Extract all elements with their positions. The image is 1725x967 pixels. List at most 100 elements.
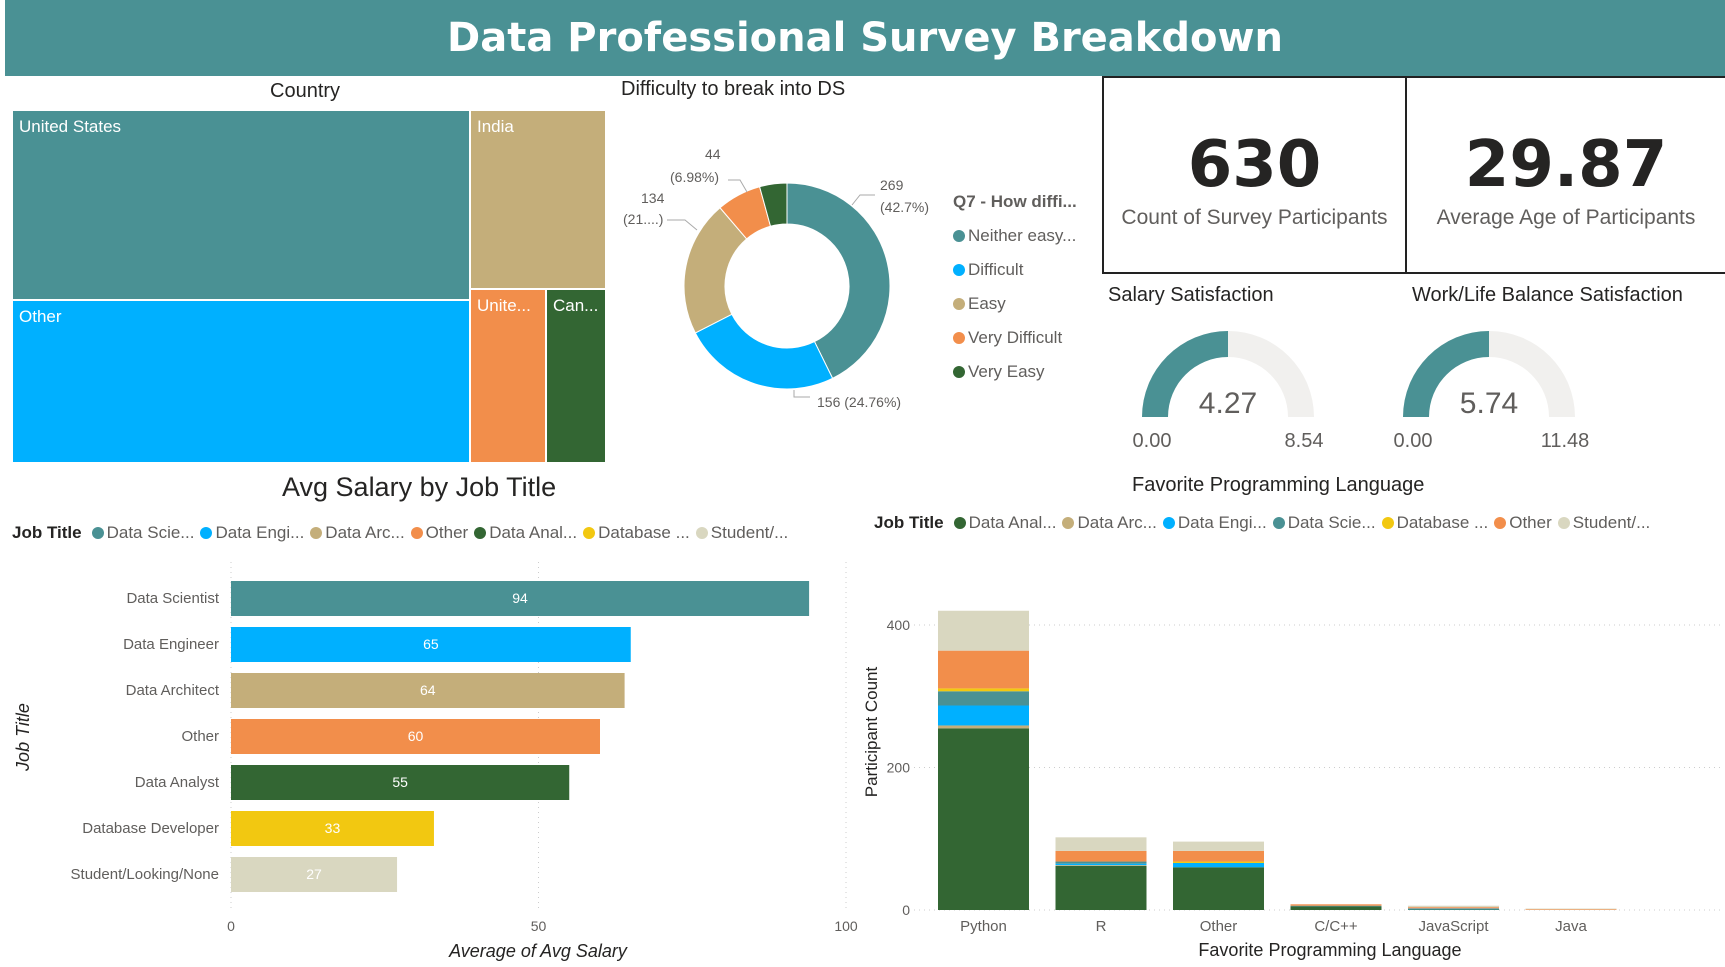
y-tick-label: Data Scientist xyxy=(126,590,219,607)
stacked-segment[interactable] xyxy=(938,691,1029,706)
stacked-segment[interactable] xyxy=(1173,841,1264,851)
stacked-segment[interactable] xyxy=(938,688,1029,692)
legend-item[interactable]: Database ... xyxy=(583,523,690,543)
stacked-segment[interactable] xyxy=(1173,850,1264,862)
donut-data-label: 134 xyxy=(641,190,665,206)
legend-dot-icon xyxy=(953,230,965,242)
bar[interactable] xyxy=(231,581,810,616)
stacked-segment[interactable] xyxy=(1525,908,1617,910)
legend-item[interactable]: Difficult xyxy=(953,253,1077,287)
legend-item[interactable]: Other xyxy=(1494,513,1552,533)
stacked-segment[interactable] xyxy=(1055,850,1147,862)
avg-salary-legend: Job Title Data Scie... Data Engi... Data Ar… xyxy=(12,523,788,543)
kpi-value: 630 xyxy=(1187,128,1322,202)
stacked-segment[interactable] xyxy=(1055,837,1147,851)
legend-label: Very Easy xyxy=(968,362,1045,381)
legend-dot-icon xyxy=(953,517,966,529)
legend-label: Database ... xyxy=(598,523,690,542)
treemap-tile-united-states[interactable]: United States xyxy=(12,110,470,300)
stacked-segment[interactable] xyxy=(938,728,1029,910)
legend-item[interactable]: Neither easy... xyxy=(953,219,1077,253)
stacked-segment[interactable] xyxy=(938,725,1029,729)
stacked-segment[interactable] xyxy=(938,650,1029,689)
donut-slice[interactable] xyxy=(694,313,834,390)
legend-item[interactable]: Data Anal... xyxy=(953,513,1056,533)
legend-item[interactable]: Very Difficult xyxy=(953,321,1077,355)
legend-item[interactable]: Easy xyxy=(953,287,1077,321)
leader-line xyxy=(728,179,748,193)
stacked-segment[interactable] xyxy=(1055,863,1147,866)
legend-item[interactable]: Student/... xyxy=(695,523,788,543)
legend-item[interactable]: Database ... xyxy=(1381,513,1489,533)
stacked-segment[interactable] xyxy=(938,705,1029,726)
dashboard-title: Data Professional Survey Breakdown xyxy=(447,15,1283,61)
bar[interactable] xyxy=(231,811,434,846)
donut-slice[interactable] xyxy=(786,182,891,380)
legend-dot-icon xyxy=(310,527,323,539)
avg-salary-title: Avg Salary by Job Title xyxy=(282,472,557,502)
stacked-segment[interactable] xyxy=(1408,908,1499,910)
legend-item[interactable]: Data Engi... xyxy=(200,523,304,543)
kpi-value: 29.87 xyxy=(1464,128,1668,202)
legend-item[interactable]: Very Easy xyxy=(953,355,1077,389)
gauge-fill xyxy=(1403,331,1489,417)
y-tick-label: 0 xyxy=(902,902,910,918)
treemap-tile-other[interactable]: Other xyxy=(12,300,470,463)
worklife-satisfaction-title: Work/Life Balance Satisfaction xyxy=(1412,284,1683,306)
stacked-segment[interactable] xyxy=(1408,905,1499,908)
stacked-segment[interactable] xyxy=(1525,909,1617,910)
bar[interactable] xyxy=(231,627,631,662)
x-tick-label: Other xyxy=(1200,918,1238,935)
bar[interactable] xyxy=(231,719,600,754)
stacked-segment[interactable] xyxy=(1290,904,1382,906)
stacked-segment[interactable] xyxy=(1173,867,1264,910)
stacked-segment[interactable] xyxy=(1055,865,1147,866)
legend-label: Easy xyxy=(968,294,1006,313)
legend-dot-icon xyxy=(953,332,965,344)
gauge-fill xyxy=(1142,331,1228,417)
legend-item[interactable]: Student/... xyxy=(1557,513,1650,533)
legend-item[interactable]: Data Scie... xyxy=(1272,513,1376,533)
leader-line xyxy=(851,194,875,206)
stacked-segment[interactable] xyxy=(1055,865,1147,910)
legend-item[interactable]: Data Anal... xyxy=(474,523,577,543)
stacked-segment[interactable] xyxy=(1173,861,1264,863)
legend-item[interactable]: Data Scie... xyxy=(91,523,194,543)
bar[interactable] xyxy=(231,857,398,892)
x-tick-label: Python xyxy=(960,918,1007,935)
stacked-segment[interactable] xyxy=(1408,907,1499,909)
y-axis-title: Job Title xyxy=(13,703,33,772)
treemap-tile-india[interactable]: India xyxy=(470,110,606,289)
gauge-value: 4.27 xyxy=(1199,387,1257,420)
y-tick-label: Student/Looking/None xyxy=(71,866,219,883)
legend-label: Database ... xyxy=(1396,513,1489,532)
legend-dot-icon xyxy=(1162,517,1175,529)
legend-item[interactable]: Other xyxy=(410,523,468,543)
donut-slice[interactable] xyxy=(758,182,788,227)
legend-item[interactable]: Data Engi... xyxy=(1162,513,1267,533)
bar[interactable] xyxy=(231,765,570,800)
bar-data-label: 27 xyxy=(306,866,322,882)
treemap-tile-united-kingdom[interactable]: Unite... xyxy=(470,289,546,463)
gauge-min: 0.00 xyxy=(1394,430,1433,452)
x-axis-title: Favorite Programming Language xyxy=(1198,940,1461,960)
bar-data-label: 65 xyxy=(423,636,439,652)
stacked-segment[interactable] xyxy=(1290,905,1382,907)
bar[interactable] xyxy=(231,673,625,708)
satisfaction-gauges: 4.27 0.00 8.54 5.74 0.00 11.48 xyxy=(1133,331,1589,452)
kpi-card-average-age: 29.87 Average Age of Participants xyxy=(1405,76,1725,274)
stacked-segment[interactable] xyxy=(1290,906,1382,910)
gauge-value: 5.74 xyxy=(1460,387,1518,420)
legend-item[interactable]: Data Arc... xyxy=(310,523,405,543)
stacked-segment[interactable] xyxy=(1055,861,1147,864)
gauge-min: 0.00 xyxy=(1133,430,1172,452)
stacked-segment[interactable] xyxy=(938,610,1029,651)
legend-item[interactable]: Data Arc... xyxy=(1062,513,1157,533)
y-tick-label: Data Engineer xyxy=(123,636,219,653)
bar-data-label: 33 xyxy=(325,820,341,836)
stacked-segment[interactable] xyxy=(1408,909,1499,910)
gauge-max: 8.54 xyxy=(1285,430,1324,452)
difficulty-legend: Q7 - How diffi... Neither easy... Difficu… xyxy=(953,192,1077,389)
stacked-segment[interactable] xyxy=(1173,862,1264,868)
treemap-tile-canada[interactable]: Can... xyxy=(546,289,606,463)
